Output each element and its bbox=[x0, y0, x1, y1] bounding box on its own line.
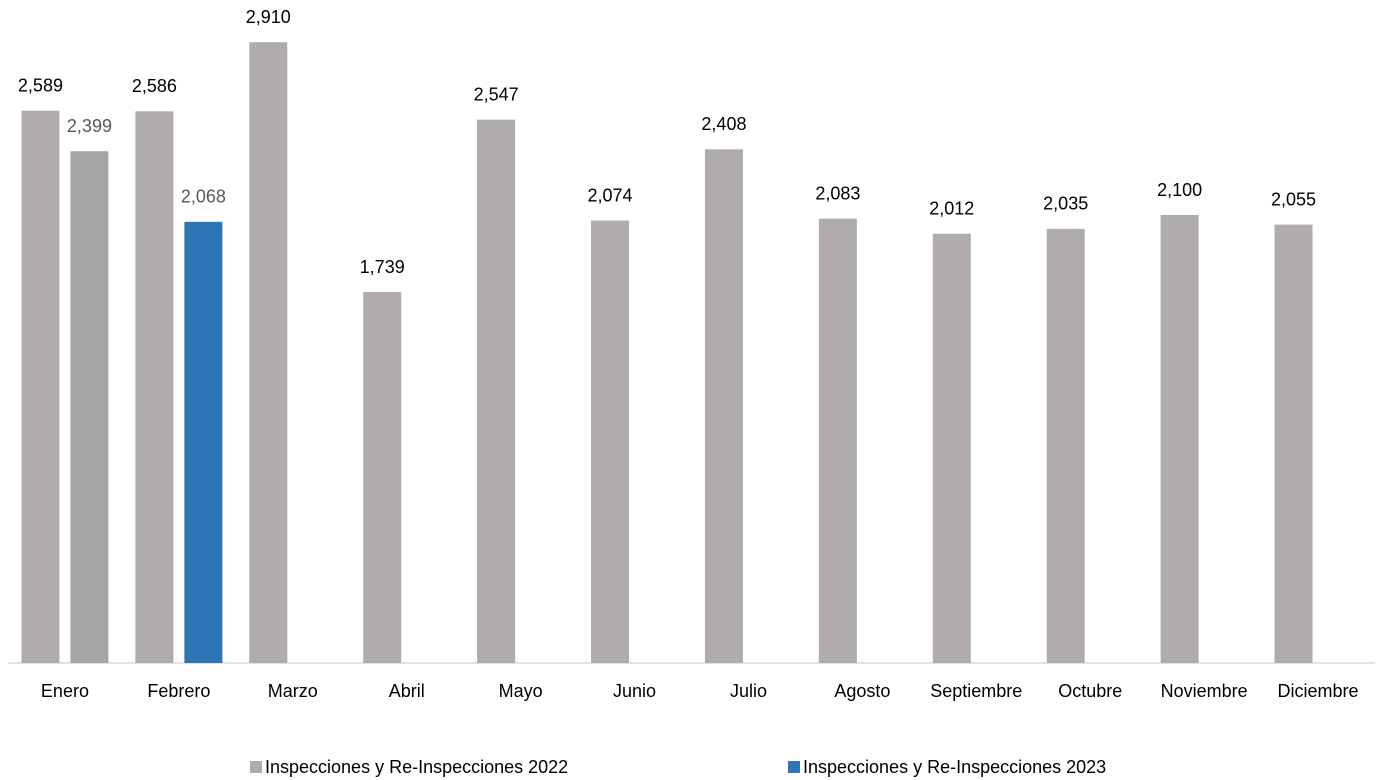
data-label: 2,055 bbox=[1271, 189, 1316, 209]
data-label: 2,100 bbox=[1157, 180, 1202, 200]
data-label: 2,910 bbox=[246, 7, 291, 27]
bar bbox=[21, 110, 60, 664]
x-tick-label: Octubre bbox=[1058, 681, 1122, 701]
x-tick-label: Julio bbox=[730, 681, 767, 701]
bar bbox=[249, 42, 288, 663]
bar bbox=[818, 218, 857, 664]
x-tick-label: Septiembre bbox=[930, 681, 1022, 701]
x-tick-label: Junio bbox=[613, 681, 656, 701]
x-tick-label: Agosto bbox=[834, 681, 890, 701]
data-label: 2,068 bbox=[181, 187, 226, 207]
x-tick-label: Diciembre bbox=[1278, 681, 1359, 701]
data-label: 2,589 bbox=[18, 75, 63, 95]
bar bbox=[1160, 215, 1199, 663]
data-label: 1,739 bbox=[360, 257, 405, 277]
data-label: 2,074 bbox=[588, 185, 633, 205]
x-tick-label: Febrero bbox=[147, 681, 210, 701]
x-tick-label: Mayo bbox=[499, 681, 543, 701]
bar bbox=[477, 119, 516, 663]
bar bbox=[704, 149, 743, 663]
bar bbox=[1046, 228, 1085, 663]
data-label: 2,012 bbox=[929, 199, 974, 219]
legend-swatch bbox=[788, 761, 800, 773]
data-label: 2,408 bbox=[701, 114, 746, 134]
data-label: 2,083 bbox=[815, 183, 860, 203]
data-label: 2,035 bbox=[1043, 194, 1088, 214]
legend-swatch bbox=[250, 761, 262, 773]
x-tick-label: Enero bbox=[41, 681, 89, 701]
data-label: 2,547 bbox=[474, 84, 519, 104]
data-label: 2,586 bbox=[132, 76, 177, 96]
bar bbox=[135, 111, 174, 663]
x-tick-label: Abril bbox=[389, 681, 425, 701]
data-label: 2,399 bbox=[67, 116, 112, 136]
bar bbox=[932, 233, 971, 664]
x-tick-label: Noviembre bbox=[1161, 681, 1248, 701]
bar bbox=[70, 151, 109, 664]
legend-label: Inspecciones y Re-Inspecciones 2023 bbox=[803, 757, 1106, 777]
legend-label: Inspecciones y Re-Inspecciones 2022 bbox=[265, 757, 568, 777]
bar bbox=[363, 292, 402, 663]
bar bbox=[1274, 224, 1313, 663]
x-tick-label: Marzo bbox=[268, 681, 318, 701]
bar bbox=[184, 221, 223, 663]
bar bbox=[591, 220, 630, 663]
